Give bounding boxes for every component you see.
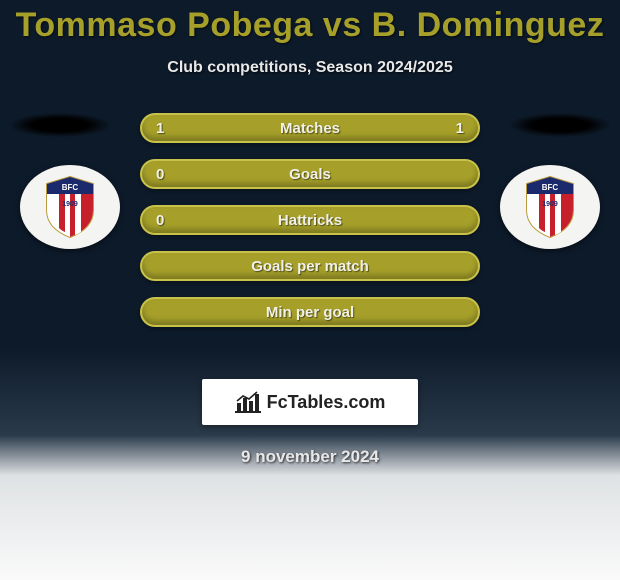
svg-text:BFC: BFC (542, 183, 559, 192)
stat-right-value: 1 (444, 120, 464, 137)
stat-label: Goals (176, 166, 444, 183)
svg-text:BFC: BFC (62, 183, 79, 192)
stat-bars: 1 Matches 1 0 Goals 0 Hattricks Goals pe… (140, 113, 480, 343)
logo-ellipse-right: BFC 1909 (500, 165, 600, 249)
stats-arena: BFC 1909 BFC 1909 (0, 113, 620, 373)
comparison-card: Tommaso Pobega vs B. Dominguez Club comp… (0, 0, 620, 580)
stat-label: Goals per match (176, 258, 444, 275)
stat-row-goals-per-match: Goals per match (140, 251, 480, 281)
stat-row-goals: 0 Goals (140, 159, 480, 189)
svg-text:1909: 1909 (542, 201, 558, 208)
stat-row-min-per-goal: Min per goal (140, 297, 480, 327)
player-shadow-left (10, 113, 110, 137)
stat-label: Min per goal (176, 304, 444, 321)
stat-label: Matches (176, 120, 444, 137)
shield-icon: BFC 1909 (45, 176, 95, 238)
subtitle: Club competitions, Season 2024/2025 (0, 59, 620, 77)
stat-left-value: 1 (156, 120, 176, 137)
watermark-badge: FcTables.com (202, 379, 418, 425)
bar-chart-icon (235, 391, 261, 413)
shield-icon: BFC 1909 (525, 176, 575, 238)
svg-text:1909: 1909 (62, 201, 78, 208)
stat-row-hattricks: 0 Hattricks (140, 205, 480, 235)
stat-label: Hattricks (176, 212, 444, 229)
stat-left-value: 0 (156, 212, 176, 229)
logo-ellipse-left: BFC 1909 (20, 165, 120, 249)
date-label: 9 november 2024 (0, 447, 620, 467)
stat-row-matches: 1 Matches 1 (140, 113, 480, 143)
page-title: Tommaso Pobega vs B. Dominguez (0, 0, 620, 45)
club-logo-right: BFC 1909 (500, 165, 600, 249)
club-logo-left: BFC 1909 (20, 165, 120, 249)
stat-left-value: 0 (156, 166, 176, 183)
player-shadow-right (510, 113, 610, 137)
watermark-text: FcTables.com (267, 392, 386, 413)
